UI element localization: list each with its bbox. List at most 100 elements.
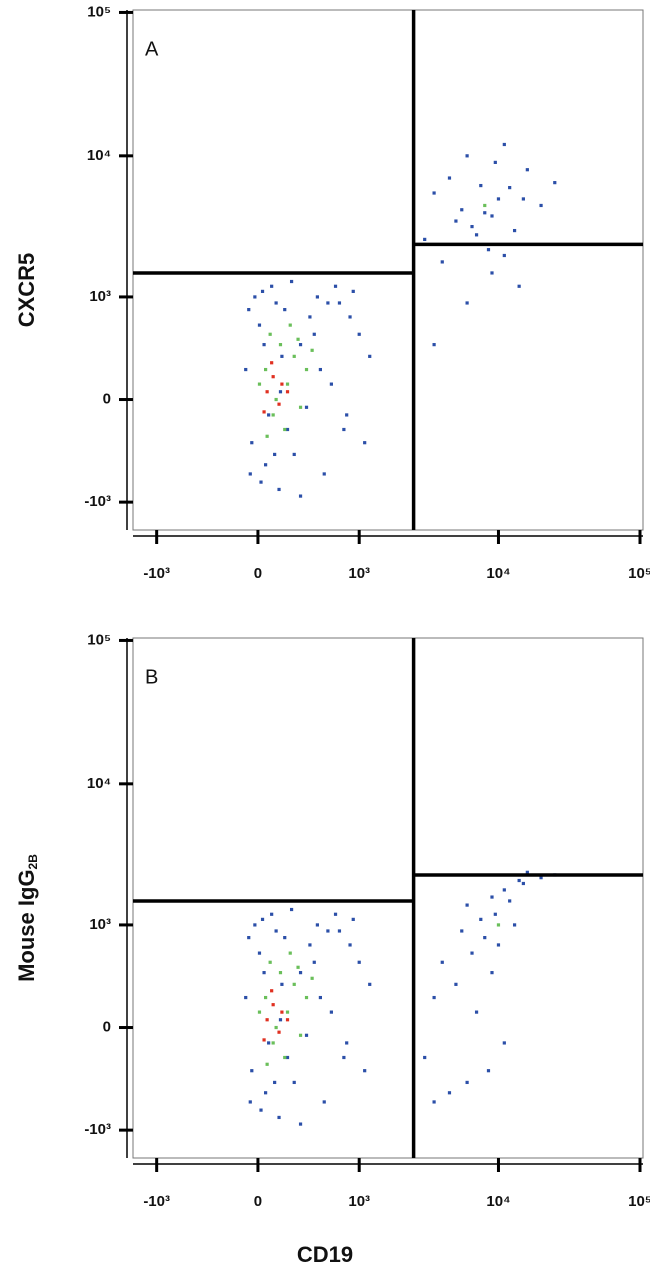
event-dot: [351, 289, 355, 293]
event-dot: [318, 995, 322, 1000]
panel-label: A: [145, 38, 159, 60]
event-dot: [440, 260, 444, 264]
event-dot: [447, 176, 452, 180]
event-dot: [274, 929, 278, 933]
x-tick-label: 10⁵: [628, 1193, 650, 1210]
event-dot: [479, 917, 483, 921]
event-dot: [283, 308, 287, 312]
event-dot: [326, 301, 330, 305]
x-tick-label: 10⁵: [628, 565, 650, 582]
event-dot: [296, 337, 300, 341]
event-dot: [260, 917, 265, 921]
event-dot: [280, 382, 284, 386]
event-dot: [298, 971, 303, 975]
event-dot: [283, 936, 287, 940]
event-dot: [508, 186, 512, 190]
event-dot: [474, 1010, 479, 1014]
event-dot: [517, 284, 521, 288]
event-dot: [368, 982, 372, 986]
event-dot: [318, 367, 322, 372]
event-dot: [292, 1080, 296, 1085]
y-tick-label: 10³: [89, 916, 111, 933]
event-dot: [521, 197, 525, 201]
event-dot: [264, 995, 268, 1000]
event-dot: [368, 354, 372, 358]
event-dot: [493, 912, 497, 916]
event-dot: [496, 197, 501, 201]
event-dot: [247, 936, 251, 940]
event-dot: [465, 154, 469, 158]
event-dot: [490, 271, 494, 275]
event-dot: [525, 168, 529, 172]
event-dot: [465, 903, 469, 907]
event-dot: [277, 1115, 281, 1120]
event-dot: [247, 308, 251, 312]
event-dot: [517, 878, 521, 883]
event-dot: [432, 995, 436, 1000]
event-dot: [298, 1122, 303, 1126]
event-dot: [312, 960, 316, 964]
event-dot: [322, 1100, 326, 1104]
event-dot: [363, 441, 367, 445]
y-tick-label: 10⁵: [87, 631, 111, 648]
event-dot: [423, 1055, 427, 1060]
event-dot: [521, 881, 525, 886]
event-dot: [460, 929, 464, 933]
event-dot: [288, 323, 292, 327]
x-tick-label: 10³: [348, 1193, 370, 1210]
event-dot: [502, 142, 506, 147]
y-tick-label: 0: [103, 390, 111, 407]
event-dot: [483, 211, 487, 215]
event-dot: [285, 1010, 290, 1014]
event-dot: [271, 1003, 275, 1007]
event-dot: [496, 943, 501, 947]
event-dot: [285, 1018, 290, 1022]
y-tick-label: 10⁴: [87, 147, 111, 164]
event-dot: [273, 1080, 277, 1085]
event-dot: [348, 315, 352, 319]
event-dot: [298, 343, 303, 347]
event-dot: [270, 989, 274, 993]
event-dot: [248, 1100, 252, 1104]
event-dot: [265, 1062, 269, 1066]
event-dot: [502, 253, 506, 258]
event-dot: [315, 295, 319, 299]
event-dot: [277, 402, 281, 406]
event-dot: [262, 971, 266, 975]
event-dot: [525, 870, 529, 874]
x-tick-label: -10³: [143, 565, 170, 582]
x-tick-label: 0: [254, 1193, 262, 1210]
event-dot: [274, 1025, 278, 1030]
event-dot: [310, 976, 314, 980]
event-dot: [270, 361, 274, 365]
event-dot: [329, 1010, 333, 1014]
event-dot: [289, 907, 294, 912]
event-dot: [270, 912, 274, 916]
event-dot: [337, 301, 342, 305]
event-dot: [312, 332, 316, 336]
event-dot: [333, 284, 338, 288]
event-dot: [267, 1041, 271, 1045]
event-dot: [292, 452, 296, 457]
event-dot: [539, 876, 543, 880]
event-dot: [322, 472, 326, 476]
event-dot: [298, 494, 303, 498]
event-dot: [304, 1033, 309, 1037]
event-dot: [259, 480, 263, 484]
event-dot: [423, 237, 427, 242]
event-dot: [342, 427, 346, 432]
event-dot: [257, 323, 262, 327]
event-dot: [265, 434, 269, 438]
event-dot: [470, 951, 474, 955]
event-dot: [357, 960, 361, 964]
event-dot: [539, 203, 543, 208]
event-dot: [262, 410, 266, 414]
event-dot: [274, 301, 278, 305]
event-dot: [283, 1055, 287, 1060]
event-dot: [250, 441, 254, 445]
event-dot: [250, 1069, 254, 1073]
event-dot: [432, 343, 436, 347]
event-dot: [285, 427, 290, 432]
